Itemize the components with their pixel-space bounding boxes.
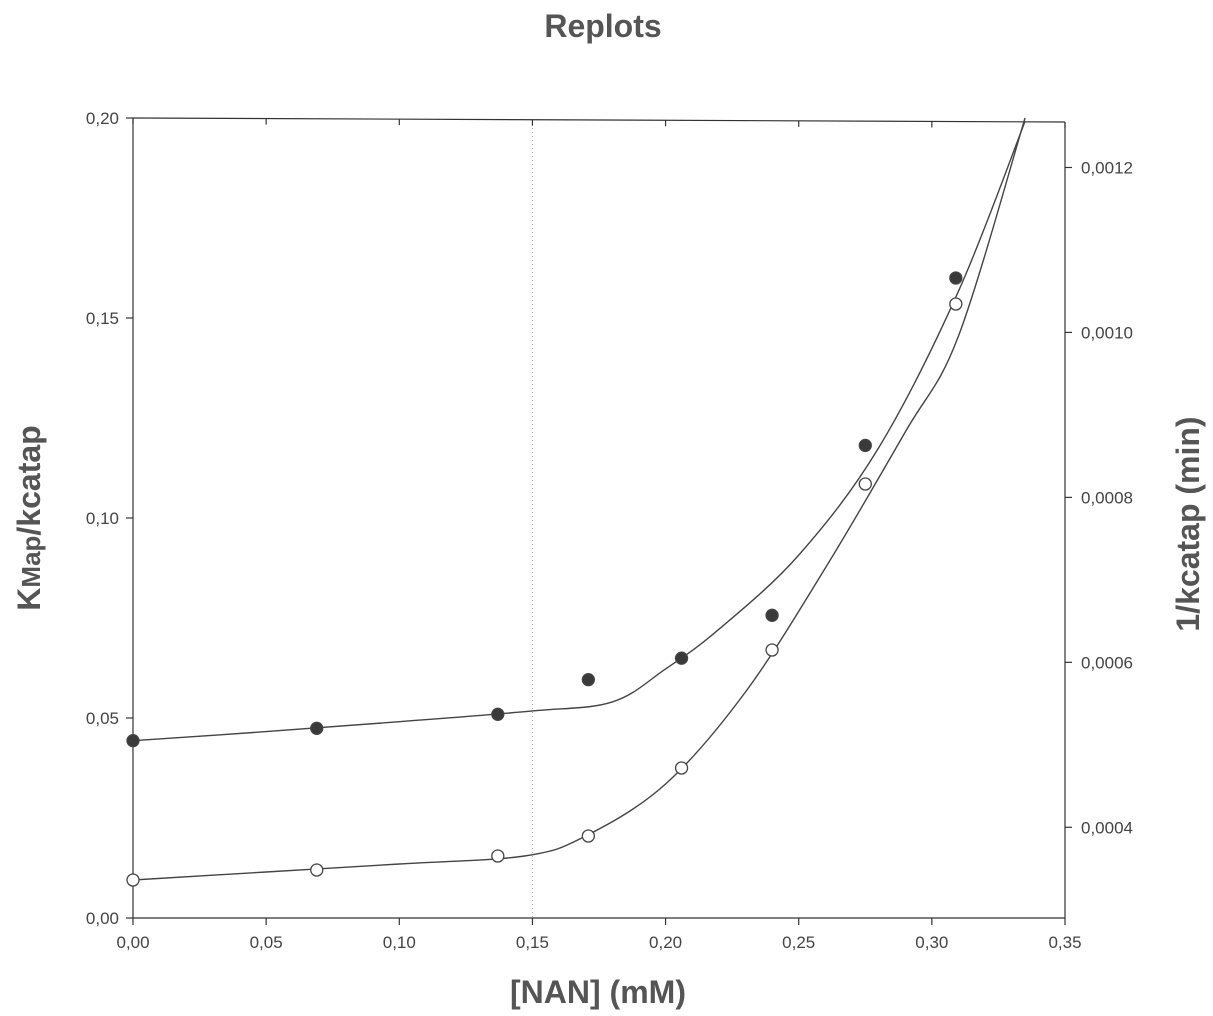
x-axis-title: [NAN] (mM) — [510, 974, 686, 1010]
filled-data-point — [674, 651, 689, 665]
ticks-layer: 0,00 0,05 0,10 0,15 0,20 0,25 0,30 0,35 0,00 0,05… — [86, 109, 1133, 952]
filled-data-point — [858, 438, 872, 453]
right-y-tick-label: 0,0008 — [1081, 488, 1133, 507]
plot-area — [132, 117, 1066, 919]
fit-curves-layer — [132, 117, 1026, 881]
x-tick-label: 0,20 — [649, 933, 682, 952]
open-data-point — [126, 873, 140, 887]
x-tick-label: 0,30 — [915, 933, 948, 952]
open-data-point — [949, 297, 963, 311]
left-y-axis-title: KMap/kcatap — [11, 425, 47, 610]
right-y-tick-label: 0,0004 — [1081, 818, 1133, 837]
open-data-point — [858, 477, 872, 491]
chart-title: Replots — [544, 8, 661, 44]
x-tick-label: 0,05 — [250, 933, 283, 952]
x-tick-label: 0,25 — [782, 933, 815, 952]
left-y-axis-title-rest: /kcatap — [11, 425, 47, 535]
open-data-point — [310, 863, 324, 877]
right-y-axis-title: 1/kcatap (min) — [1170, 416, 1206, 631]
open-data-point — [491, 849, 505, 863]
x-tick-label: 0,00 — [116, 933, 149, 952]
data-points-layer — [126, 271, 963, 887]
x-tick-label: 0,35 — [1048, 933, 1081, 952]
open-data-point — [765, 643, 779, 657]
left-y-axis-title-main: K — [11, 588, 47, 611]
open-data-point — [581, 829, 595, 843]
x-tick-label: 0,10 — [383, 933, 416, 952]
filled-data-point — [310, 721, 324, 735]
filled-data-point — [491, 707, 505, 721]
fit-curve-right — [132, 121, 1026, 742]
left-y-tick-label: 0,05 — [86, 709, 119, 728]
fit-curve-left — [132, 117, 1026, 881]
left-y-tick-label: 0,00 — [86, 909, 119, 928]
left-y-axis-title-sub: Map — [16, 536, 46, 588]
left-y-tick-label: 0,20 — [86, 109, 119, 128]
filled-data-point — [581, 672, 595, 687]
right-y-tick-label: 0,0006 — [1081, 653, 1133, 672]
right-y-tick-label: 0,0012 — [1081, 158, 1133, 177]
right-y-tick-label: 0,0010 — [1081, 323, 1133, 342]
left-y-tick-label: 0,10 — [86, 509, 119, 528]
left-y-tick-label: 0,15 — [86, 309, 119, 328]
filled-data-point — [765, 608, 779, 622]
top-frame-line — [132, 117, 1066, 123]
open-data-point — [674, 761, 689, 775]
x-tick-label: 0,15 — [516, 933, 549, 952]
filled-data-point — [949, 271, 963, 285]
filled-data-point — [126, 734, 140, 748]
